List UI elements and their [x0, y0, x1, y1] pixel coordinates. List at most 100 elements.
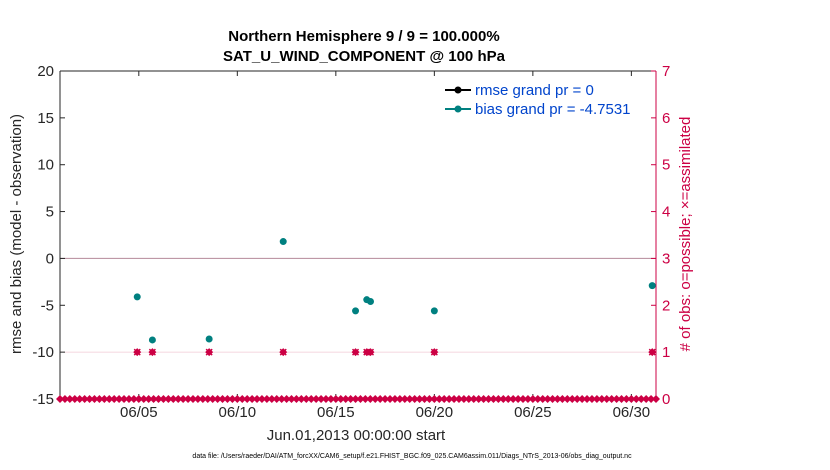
- grid-lines: [60, 257, 656, 353]
- zero-count-marker: [558, 395, 567, 403]
- zero-count-marker: [253, 395, 262, 403]
- bias-point: [133, 293, 141, 301]
- zero-count-marker: [80, 395, 89, 403]
- zero-count-marker: [248, 395, 257, 403]
- chart-subtitle: SAT_U_WIND_COMPONENT @ 100 hPa: [223, 48, 506, 65]
- zero-count-marker: [336, 395, 345, 403]
- zero-count-marker: [65, 395, 74, 403]
- zero-count-marker: [642, 395, 651, 403]
- zero-count-marker: [450, 395, 459, 403]
- zero-count-marker: [174, 395, 183, 403]
- zero-count-marker: [144, 395, 153, 403]
- zero-count-marker: [504, 395, 513, 403]
- bias-point: [148, 336, 156, 344]
- zero-count-marker: [312, 395, 321, 403]
- zero-count-marker: [445, 395, 454, 403]
- x-tick-label: 06/05: [120, 404, 158, 421]
- zero-count-marker: [297, 395, 306, 403]
- zero-count-marker: [95, 395, 104, 403]
- zero-count-marker: [652, 395, 660, 403]
- zero-count-marker: [381, 395, 390, 403]
- zero-count-marker: [203, 395, 212, 403]
- zero-count-marker: [622, 395, 631, 403]
- y-right-tick-label: 3: [662, 250, 670, 267]
- obs-assimilated-marker: [352, 348, 360, 356]
- zero-count-marker: [410, 395, 419, 403]
- zero-count-marker: [587, 395, 596, 403]
- zero-count-marker: [479, 395, 488, 403]
- zero-count-marker: [100, 395, 109, 403]
- zero-count-marker: [440, 395, 449, 403]
- y-tick-label: 5: [46, 204, 54, 221]
- y-right-tick-label: 6: [662, 110, 670, 127]
- zero-count-marker: [60, 395, 69, 403]
- zero-count-marker: [361, 395, 370, 403]
- y-right-tick-label: 2: [662, 297, 670, 314]
- zero-count-marker: [405, 395, 414, 403]
- zero-count-marker: [637, 395, 646, 403]
- zero-count-marker: [233, 395, 242, 403]
- zero-count-marker: [287, 395, 296, 403]
- zero-count-marker: [169, 395, 178, 403]
- zero-count-marker: [489, 395, 498, 403]
- zero-count-marker: [509, 395, 518, 403]
- zero-count-marker: [70, 395, 79, 403]
- zero-count-marker: [415, 395, 424, 403]
- y-tick-label: -15: [32, 391, 54, 408]
- zero-count-marker: [134, 395, 143, 403]
- bias-point: [430, 307, 438, 315]
- zero-count-marker: [459, 395, 468, 403]
- legend-label-rmse: rmse grand pr = 0: [475, 82, 594, 99]
- zero-count-marker: [617, 395, 626, 403]
- x-tick-label: 06/10: [219, 404, 257, 421]
- zero-count-marker: [592, 395, 601, 403]
- legend: rmse grand pr = 0 bias grand pr = -4.753…: [441, 77, 648, 119]
- axes: -15 -10 -5 0 5 10 15 20 0 1 2 3 4 5 6 7 06/05 06/10 06/15 0…: [32, 63, 670, 421]
- zero-count-marker: [208, 395, 217, 403]
- zero-count-marker: [386, 395, 395, 403]
- zero-count-marker: [223, 395, 232, 403]
- legend-marker-rmse: [454, 86, 462, 94]
- zero-count-marker: [277, 395, 286, 403]
- zero-count-marker: [326, 395, 335, 403]
- zero-count-marker: [474, 395, 483, 403]
- y-tick-label: -10: [32, 344, 54, 361]
- zero-count-marker: [632, 395, 641, 403]
- zero-count-marker: [267, 395, 276, 403]
- zero-count-marker: [464, 395, 473, 403]
- zero-count-marker: [597, 395, 606, 403]
- zero-count-marker: [282, 395, 291, 403]
- zero-count-marker: [120, 395, 129, 403]
- zero-count-marker: [390, 395, 399, 403]
- zero-count-marker: [213, 395, 222, 403]
- zero-count-marker: [454, 395, 463, 403]
- zero-count-marker: [435, 395, 444, 403]
- y-tick-label: 0: [46, 250, 54, 267]
- zero-count-marker: [553, 395, 562, 403]
- obs-assimilated-marker: [430, 348, 438, 356]
- bias-point: [352, 307, 360, 315]
- zero-count-marker: [188, 395, 197, 403]
- zero-count-marker: [602, 395, 611, 403]
- zero-count-marker: [568, 395, 577, 403]
- obs-assimilated-marker: [366, 348, 375, 356]
- zero-count-marker: [179, 395, 188, 403]
- zero-count-marker: [154, 395, 163, 403]
- bias-point: [367, 298, 375, 306]
- obs-assimilated-marker: [279, 348, 287, 356]
- zero-count-marker: [184, 395, 193, 403]
- zero-count-marker: [292, 395, 301, 403]
- chart-title: Northern Hemisphere 9 / 9 = 100.000%: [228, 28, 499, 45]
- zero-count-marker: [627, 395, 636, 403]
- data-file-footer: data file: /Users/raeder/DAI/ATM_forcXX/…: [192, 453, 632, 460]
- zero-count-marker: [543, 395, 552, 403]
- zero-count-marker: [583, 395, 592, 403]
- legend-marker-bias: [454, 105, 462, 113]
- bias-point: [205, 335, 213, 343]
- zero-count-marker: [238, 395, 247, 403]
- zero-count-marker: [395, 395, 404, 403]
- data-marks: [56, 238, 660, 403]
- zero-count-marker: [420, 395, 429, 403]
- x-tick-label: 06/20: [416, 404, 454, 421]
